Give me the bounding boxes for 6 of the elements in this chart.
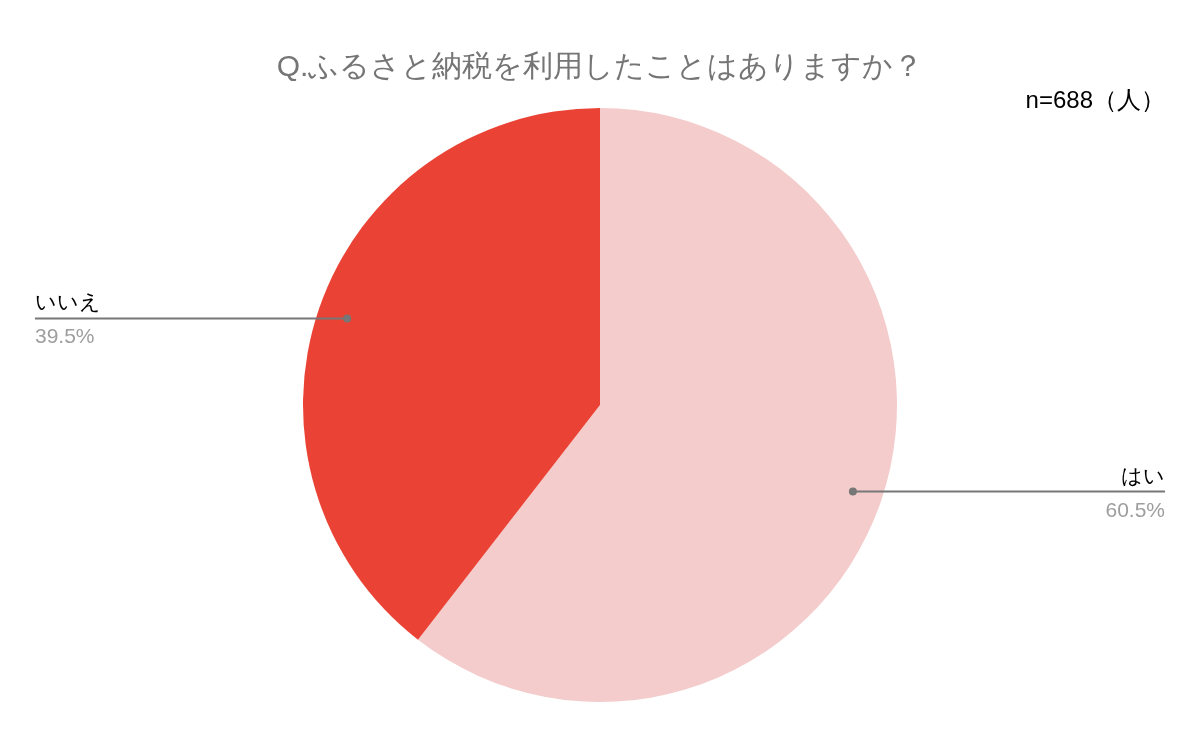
data-label: 39.5% — [35, 324, 95, 348]
category-label: はい — [1121, 463, 1165, 487]
annotation: n=688（人） — [1025, 86, 1165, 113]
title: Q.ふるさと納税を利用したことはありますか？ — [276, 49, 924, 82]
category-label: いいえ — [35, 290, 101, 314]
data-label: 60.5% — [1105, 497, 1165, 521]
